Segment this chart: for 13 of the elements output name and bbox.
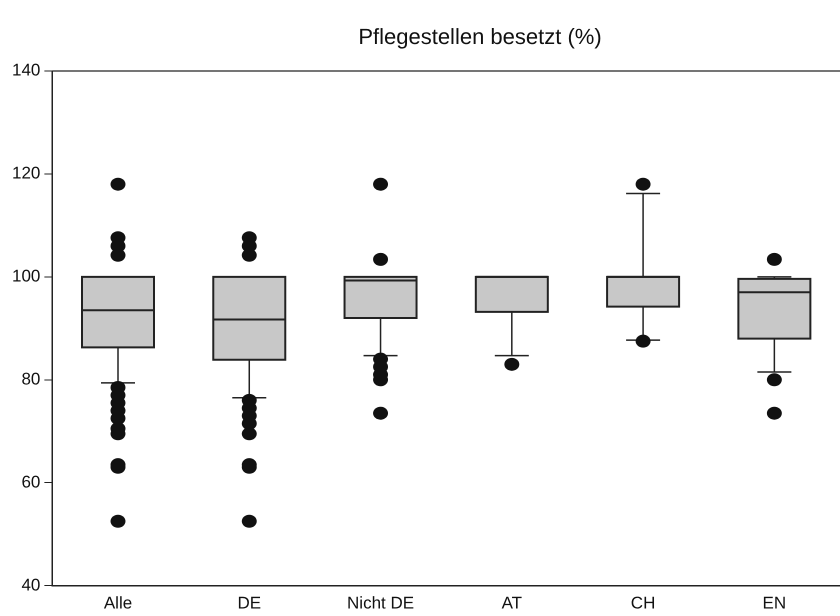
y-tick-label: 120 bbox=[12, 164, 40, 183]
x-tick-label: EN bbox=[762, 593, 786, 612]
x-tick-label: Nicht DE bbox=[347, 593, 414, 612]
x-tick-label: Alle bbox=[104, 593, 132, 612]
y-tick-label: 100 bbox=[12, 266, 40, 286]
y-tick-label: 60 bbox=[21, 472, 40, 492]
x-tick-label: CH bbox=[630, 593, 656, 612]
x-tick-label: DE bbox=[237, 593, 262, 612]
chart-title: Pflegestellen besetzt (%) bbox=[357, 24, 603, 50]
y-tick-label: 80 bbox=[21, 369, 40, 388]
x-tick-label: AT bbox=[502, 593, 522, 612]
y-tick-label: 40 bbox=[21, 575, 40, 594]
y-tick-label: 140 bbox=[12, 60, 40, 80]
